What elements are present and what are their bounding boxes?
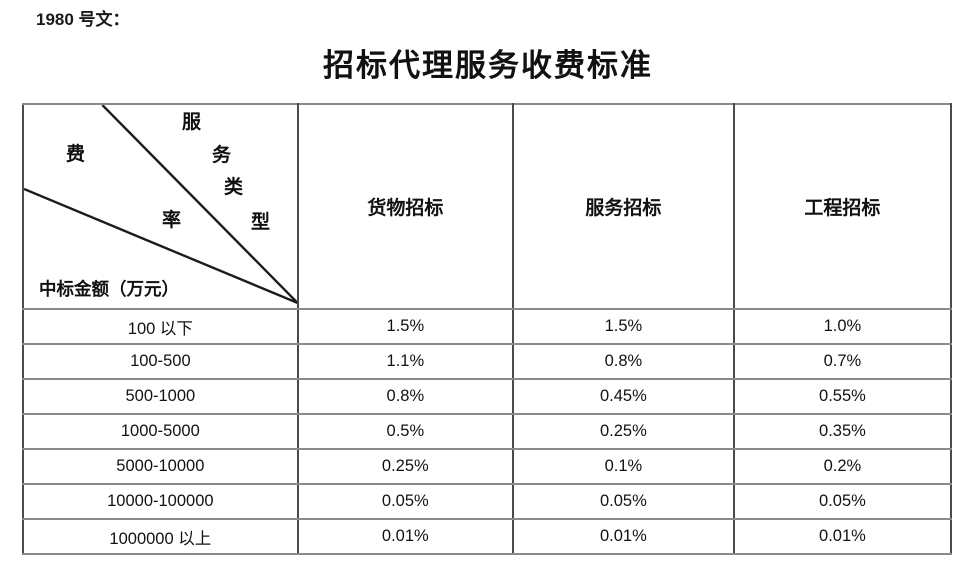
doc-number-label: 1980 号文： [36, 10, 130, 29]
goods-rate-cell: 1.1% [296, 343, 514, 380]
goods-rate-cell: 0.05% [296, 483, 514, 520]
goods-rate-cell: 0.01% [296, 518, 514, 555]
table-row: 1000-5000 0.5% 0.25% 0.35% [22, 413, 953, 450]
goods-rate-cell: 0.25% [296, 448, 514, 485]
services-rate-cell: 0.01% [511, 518, 735, 555]
amount-range-cell: 5000-10000 [22, 448, 299, 485]
services-rate-cell: 0.05% [511, 483, 735, 520]
diagonal-header-inner: 服 务 类 型 费 率 中标金额（万元） [24, 105, 297, 308]
works-rate-cell: 0.35% [732, 413, 953, 450]
corner-amount-axis-label: 中标金额（万元） [39, 279, 179, 299]
works-rate-cell: 1.0% [732, 308, 953, 345]
goods-rate-cell: 0.8% [296, 378, 514, 415]
fee-table: 服 务 类 型 费 率 中标金额（万元） 货物招标 服务招标 工程招标 100 … [22, 103, 953, 555]
goods-rate-cell: 0.5% [296, 413, 514, 450]
works-rate-cell: 0.55% [732, 378, 953, 415]
column-header-works-bidding: 工程招标 [732, 103, 953, 310]
table-row: 10000-100000 0.05% 0.05% 0.05% [22, 483, 953, 520]
table-row: 500-1000 0.8% 0.45% 0.55% [22, 378, 953, 415]
works-rate-cell: 0.01% [732, 518, 953, 555]
table-row: 5000-10000 0.25% 0.1% 0.2% [22, 448, 953, 485]
page-title: 招标代理服务收费标准 [323, 48, 653, 83]
diagonal-lines [24, 105, 297, 304]
table-header-row: 服 务 类 型 费 率 中标金额（万元） 货物招标 服务招标 工程招标 [22, 103, 953, 310]
corner-service-type-char: 务 [212, 145, 232, 166]
services-rate-cell: 0.25% [511, 413, 735, 450]
amount-range-cell: 100-500 [22, 343, 299, 380]
services-rate-cell: 1.5% [511, 308, 735, 345]
table-row: 100 以下 1.5% 1.5% 1.0% [22, 308, 953, 345]
corner-service-type-char: 类 [224, 177, 244, 198]
works-rate-cell: 0.7% [732, 343, 953, 380]
corner-rate-char: 费 [66, 144, 86, 165]
table-row: 100-500 1.1% 0.8% 0.7% [22, 343, 953, 380]
amount-range-cell: 1000000 以上 [22, 518, 299, 555]
services-rate-cell: 0.8% [511, 343, 735, 380]
services-rate-cell: 0.1% [511, 448, 735, 485]
table-row: 1000000 以上 0.01% 0.01% 0.01% [22, 518, 953, 555]
corner-service-type-char: 服 [182, 112, 202, 133]
diagonal-header-cell: 服 务 类 型 费 率 中标金额（万元） [22, 103, 299, 310]
works-rate-cell: 0.2% [732, 448, 953, 485]
corner-service-type-char: 型 [251, 212, 271, 233]
column-header-goods-bidding: 货物招标 [296, 103, 514, 310]
amount-range-cell: 1000-5000 [22, 413, 299, 450]
services-rate-cell: 0.45% [511, 378, 735, 415]
goods-rate-cell: 1.5% [296, 308, 514, 345]
amount-range-cell: 500-1000 [22, 378, 299, 415]
corner-rate-char: 率 [162, 210, 182, 231]
column-header-services-bidding: 服务招标 [511, 103, 735, 310]
amount-range-cell: 10000-100000 [22, 483, 299, 520]
works-rate-cell: 0.05% [732, 483, 953, 520]
amount-range-cell: 100 以下 [22, 308, 299, 345]
